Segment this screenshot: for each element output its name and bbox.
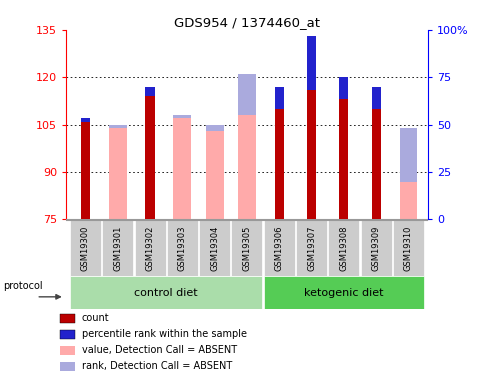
Bar [166,220,198,276]
Bar [399,128,417,182]
Bar [81,118,90,122]
Bar [274,87,283,219]
Text: GSM19308: GSM19308 [339,225,347,271]
Text: GSM19300: GSM19300 [81,225,90,271]
Text: ketogenic diet: ketogenic diet [304,288,383,298]
Bar [205,131,223,219]
Bar [173,118,191,219]
Bar [61,314,75,323]
Text: control diet: control diet [134,288,198,298]
Bar [371,87,380,219]
Bar [399,182,417,219]
Bar [199,220,230,276]
Bar [392,220,423,276]
Bar [306,36,315,219]
Title: GDS954 / 1374460_at: GDS954 / 1374460_at [174,16,319,29]
Text: GSM19304: GSM19304 [210,225,219,271]
Bar [61,330,75,339]
Text: GSM19307: GSM19307 [306,225,315,271]
Bar [134,220,165,276]
Bar [70,276,262,309]
Bar [205,124,223,131]
Bar [274,87,283,109]
Text: GSM19302: GSM19302 [145,225,154,271]
Bar [238,74,255,115]
Text: GSM19309: GSM19309 [371,225,380,271]
Text: GSM19305: GSM19305 [242,225,251,271]
Bar [70,220,101,276]
Bar [61,362,75,370]
Bar [145,87,154,219]
Bar [173,115,191,118]
Bar [339,77,347,219]
Bar [295,220,326,276]
Bar [263,220,294,276]
Bar [231,220,262,276]
Bar [145,87,154,96]
Text: count: count [81,313,109,323]
Text: value, Detection Call = ABSENT: value, Detection Call = ABSENT [81,345,236,355]
Text: GSM19303: GSM19303 [178,225,186,271]
Bar [109,124,126,128]
Text: GSM19301: GSM19301 [113,225,122,271]
Bar [109,128,126,219]
Bar [339,77,347,99]
Bar [360,220,391,276]
Bar [102,220,133,276]
Bar [238,74,255,219]
Bar [81,122,90,219]
Text: percentile rank within the sample: percentile rank within the sample [81,329,246,339]
Bar [306,36,315,90]
Text: GSM19310: GSM19310 [403,225,412,271]
Bar [263,276,423,309]
Text: rank, Detection Call = ABSENT: rank, Detection Call = ABSENT [81,361,231,371]
Text: GSM19306: GSM19306 [274,225,283,271]
Bar [61,346,75,355]
Bar [371,87,380,109]
Text: protocol: protocol [3,280,43,291]
Bar [327,220,359,276]
